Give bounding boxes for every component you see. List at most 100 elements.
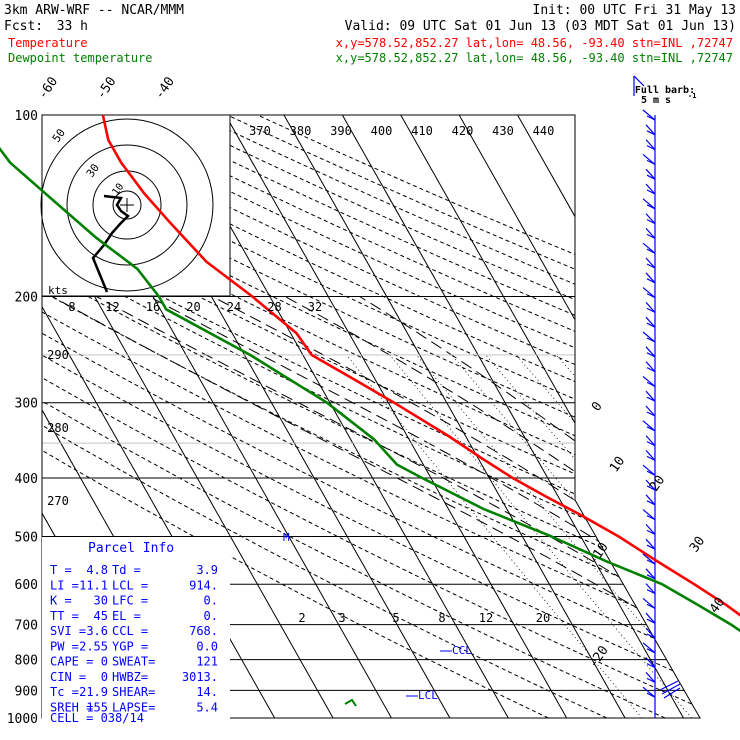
theta-label: 380	[290, 124, 312, 138]
legend-temperature-label: Temperature	[8, 36, 87, 50]
wind-barb	[646, 115, 656, 121]
wind-barb	[645, 671, 656, 683]
isotherm-label: 10	[607, 454, 628, 475]
pressure-tick-label: 200	[15, 291, 38, 306]
parcel-value: 4.8	[86, 563, 108, 577]
parcel-key: SREH =	[50, 700, 93, 714]
pressure-tick-label: 700	[15, 619, 38, 634]
parcel-key: LCL =	[112, 578, 148, 592]
legend-dewpoint-info: x,y=578.52,852.27 lat,lon= 48.56, -93.40…	[336, 51, 733, 65]
parcel-value: 3013.	[182, 670, 218, 684]
pressure-tick-label: 400	[15, 472, 38, 487]
full-barb-value: 5 m s	[641, 95, 671, 106]
wind-barb	[646, 189, 656, 195]
theta-label: 280	[47, 421, 69, 435]
hodograph-ring	[40, 118, 214, 292]
wind-barb	[646, 500, 656, 506]
parcel-key: LFC =	[112, 594, 148, 608]
theta-label: 440	[533, 124, 555, 138]
wind-barb	[646, 263, 656, 269]
hodograph-frame	[41, 114, 231, 297]
parcel-value: 3.6	[86, 624, 108, 638]
parcel-value: 11.1	[79, 578, 108, 592]
sounding-series	[0, 114, 740, 707]
wind-barb	[646, 337, 656, 343]
wind-barb	[646, 470, 656, 476]
wind-barb	[646, 174, 656, 180]
parcel-value: 3.9	[196, 563, 218, 577]
parcel-value: 914.	[189, 578, 218, 592]
parcel-key: TT =	[50, 609, 79, 623]
parcel-value: 5.4	[196, 700, 218, 714]
parcel-value: 14.	[196, 685, 218, 699]
parcel-info-background	[42, 537, 230, 728]
legend-dewpoint-label: Dewpoint temperature	[8, 51, 153, 65]
mixing-ratio-label: 8	[438, 611, 445, 625]
isotherm-label: 0	[589, 399, 606, 414]
wind-barb	[646, 515, 656, 521]
wind-barb	[646, 307, 656, 313]
parcel-key: PW =	[50, 639, 79, 653]
parcel-value: 30	[94, 594, 108, 608]
wind-barb	[646, 633, 656, 639]
wind-barb	[646, 293, 656, 299]
mixing-ratio-label: 12	[479, 611, 493, 625]
wind-barb	[645, 301, 656, 313]
wind-barb	[645, 227, 656, 239]
forecast-hour: 33 h	[57, 19, 88, 34]
pressure-tick-label: 600	[15, 578, 38, 593]
dewpoint-line	[0, 146, 740, 633]
pressure-tick-label: 500	[15, 530, 38, 545]
valid-time: Valid: 09 UTC Sat 01 Jun 13 (03 MDT Sat …	[345, 19, 736, 34]
wind-barb	[646, 204, 656, 210]
theta-label: 370	[249, 124, 271, 138]
wind-barb	[646, 278, 656, 284]
wind-barb	[645, 612, 656, 624]
mixing-ratio-label: 8	[68, 300, 75, 314]
temperature-line	[101, 114, 740, 617]
wind-barb	[645, 583, 656, 595]
parcel-key: Td =	[112, 563, 141, 577]
pressure-tick-label: 800	[15, 654, 38, 669]
full-barb-sample	[633, 75, 645, 87]
isotherm	[283, 115, 626, 718]
wind-barb	[645, 346, 656, 358]
wind-barb	[646, 441, 656, 447]
isotherm-label: 30	[687, 534, 708, 555]
wind-barb-cluster	[659, 680, 681, 699]
wind-barb	[645, 272, 656, 284]
wind-barb	[645, 139, 656, 151]
wind-barb	[646, 159, 656, 165]
wind-barb	[646, 367, 656, 373]
parcel-value: 0	[101, 655, 108, 669]
hodograph-ring	[112, 190, 142, 220]
wind-barb	[646, 544, 656, 550]
pressure-tick-label: 900	[15, 684, 38, 699]
theta-label: 270	[47, 494, 69, 508]
dry-adiabat	[42, 115, 549, 718]
pressure-tick-label: 100	[15, 109, 38, 124]
parcel-value: 155	[86, 700, 108, 714]
wind-barb	[645, 449, 656, 461]
wind-barb	[646, 130, 656, 136]
parcel-key: K =	[50, 594, 72, 608]
isotherm-label: -70	[0, 74, 3, 102]
parcel-key: HWBZ=	[112, 670, 148, 684]
wind-barb	[645, 213, 656, 225]
wind-barb	[646, 589, 656, 595]
parcel-key: CIN =	[50, 670, 86, 684]
mixing-ratio-label: 3	[338, 611, 345, 625]
hodograph-ring-label: 50	[50, 126, 68, 144]
parcel-info-rows: T = 4.8 Td = 3.9 LI = 11.1 LCL = 914. K = 30 LFC =…	[50, 563, 218, 714]
wind-barb	[645, 479, 656, 491]
wind-barb	[646, 677, 656, 683]
legend-temperature-info: x,y=578.52,852.27 lat,lon= 48.56, -93.40…	[336, 36, 733, 50]
wind-barb	[645, 124, 656, 136]
parcel-cell: CELL = 038/14	[50, 711, 144, 725]
isotherm-label: -60	[35, 74, 61, 102]
pressure-tick-label: 300	[15, 397, 38, 412]
theta-label: 420	[452, 124, 474, 138]
wind-barb	[645, 568, 656, 580]
wind-barb	[646, 396, 656, 402]
wind-barb	[645, 494, 656, 506]
